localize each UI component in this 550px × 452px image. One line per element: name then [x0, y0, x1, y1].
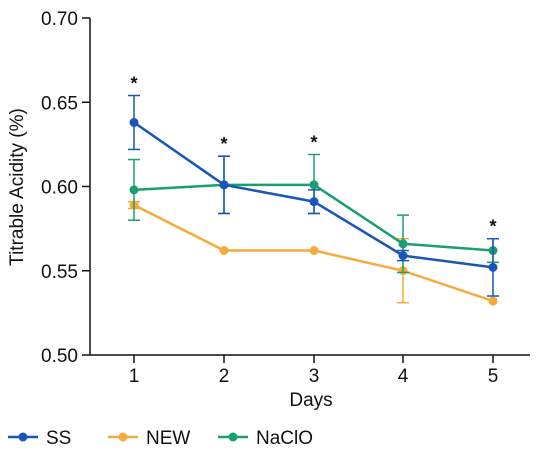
data-point [309, 197, 319, 207]
x-tick-label: 5 [488, 366, 499, 387]
data-point [309, 246, 319, 256]
significance-star: * [130, 74, 137, 94]
data-point [398, 239, 408, 249]
legend-label: NaClO [256, 428, 313, 449]
significance-star: * [310, 132, 317, 152]
data-point [488, 262, 498, 272]
data-point [129, 185, 139, 195]
x-tick-label: 3 [309, 366, 320, 387]
x-axis-title: Days [289, 390, 332, 411]
series-new [128, 200, 498, 306]
legend-marker [228, 432, 238, 442]
data-point [129, 117, 139, 127]
y-tick-label: 0.55 [41, 262, 78, 283]
legend-marker [118, 432, 128, 442]
data-point [398, 251, 408, 261]
annotation-layer: * * * * [130, 74, 496, 237]
y-tick-label: 0.60 [41, 178, 78, 199]
significance-star: * [489, 217, 496, 237]
x-ticks: 1 2 3 4 5 [129, 355, 499, 387]
legend-marker [18, 432, 28, 442]
y-tick-label: 0.50 [41, 346, 78, 367]
legend-label: NEW [146, 428, 190, 449]
series-ss [128, 94, 499, 297]
x-tick-label: 4 [398, 366, 409, 387]
data-point [488, 296, 498, 306]
data-point [219, 246, 229, 256]
legend-item-new: NEW [108, 428, 190, 449]
significance-star: * [220, 134, 227, 154]
x-tick-label: 1 [129, 366, 140, 387]
data-point [309, 180, 319, 190]
y-ticks: 0.50 0.55 0.60 0.65 0.70 [41, 9, 90, 367]
x-tick-label: 2 [219, 366, 230, 387]
legend: SS NEW NaClO [8, 428, 313, 449]
legend-item-naclo: NaClO [218, 428, 313, 449]
series-layer [128, 94, 499, 306]
y-tick-label: 0.65 [41, 93, 78, 114]
y-axis-title: Titrable Acidity (%) [7, 108, 28, 266]
data-point [219, 180, 229, 190]
y-tick-label: 0.70 [41, 9, 78, 30]
legend-item-ss: SS [8, 428, 71, 449]
legend-label: SS [46, 428, 71, 449]
